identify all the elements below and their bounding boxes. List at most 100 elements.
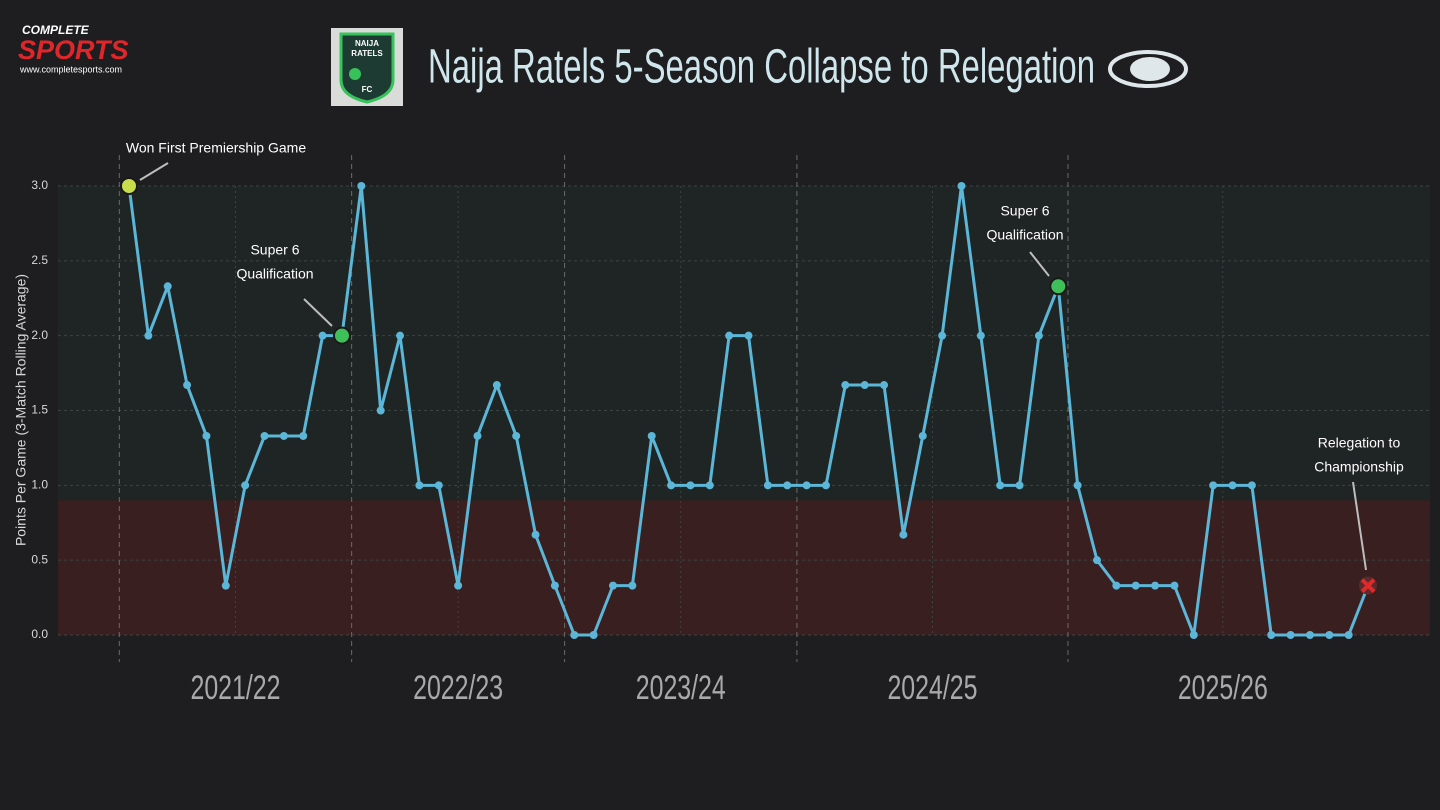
y-axis-label: Points Per Game (3-Match Rolling Average… bbox=[13, 274, 29, 546]
annotation-text: Championship bbox=[1314, 459, 1404, 475]
annotation-text: Relegation to bbox=[1318, 435, 1401, 451]
ppg-point bbox=[1286, 631, 1295, 639]
logo-ring bbox=[1108, 50, 1188, 88]
league-logo bbox=[1108, 50, 1188, 88]
brand-top: COMPLETE bbox=[22, 23, 90, 37]
annotation-text: Qualification bbox=[236, 266, 313, 282]
season-label: 2022/23 bbox=[413, 669, 503, 707]
ppg-point bbox=[415, 481, 424, 490]
logo-core bbox=[1130, 57, 1170, 81]
annotation-connector bbox=[1352, 481, 1367, 571]
ppg-point bbox=[202, 431, 211, 440]
ppg-point bbox=[1170, 581, 1179, 590]
y-tick-label: 2.0 bbox=[31, 328, 48, 342]
annotation-connector bbox=[303, 298, 333, 327]
ppg-point bbox=[570, 631, 579, 639]
y-tick-label: 0.5 bbox=[31, 552, 48, 566]
y-tick-label: 1.5 bbox=[31, 403, 48, 417]
brand-logo: COMPLETE SPORTS www.completesports.com bbox=[18, 23, 129, 74]
ppg-point bbox=[1209, 481, 1218, 490]
ppg-point bbox=[802, 481, 811, 490]
ppg-point bbox=[1073, 481, 1082, 490]
season-label: 2023/24 bbox=[636, 669, 726, 707]
ppg-point bbox=[376, 406, 385, 415]
ppg-point bbox=[1034, 331, 1043, 340]
ppg-point bbox=[492, 381, 501, 390]
ppg-point bbox=[1247, 481, 1256, 490]
ppg-point bbox=[899, 530, 908, 539]
ppg-point bbox=[1015, 481, 1024, 490]
ppg-point bbox=[550, 581, 559, 590]
badge-ball bbox=[349, 68, 361, 80]
ppg-point bbox=[1344, 631, 1353, 639]
brand-url: www.completesports.com bbox=[19, 64, 122, 74]
ppg-point bbox=[1228, 481, 1237, 490]
ppg-point bbox=[299, 431, 308, 440]
ppg-point bbox=[1112, 581, 1121, 590]
ppg-point bbox=[667, 481, 676, 490]
ppg-point bbox=[686, 481, 695, 490]
annotation-connector bbox=[139, 162, 169, 181]
club-badge: NAIJA RATELS FC bbox=[331, 28, 403, 106]
annotation-marker bbox=[120, 177, 138, 195]
ppg-point bbox=[589, 631, 598, 639]
annotation-connector bbox=[1029, 251, 1050, 277]
brand-main: SPORTS bbox=[18, 35, 129, 65]
ppg-point bbox=[434, 481, 443, 490]
ppg-point bbox=[1189, 631, 1198, 639]
ppg-point bbox=[647, 431, 656, 440]
ppg-point bbox=[918, 431, 927, 440]
badge-shield bbox=[339, 32, 395, 104]
ppg-point bbox=[957, 182, 966, 190]
ppg-point bbox=[1131, 581, 1140, 590]
season-label: 2021/22 bbox=[190, 669, 280, 707]
ppg-point bbox=[841, 381, 850, 390]
chart-title: Naija Ratels 5-Season Collapse to Relega… bbox=[428, 41, 1095, 94]
ppg-point bbox=[144, 331, 153, 340]
ppg-point bbox=[1325, 631, 1334, 639]
ppg-point bbox=[221, 581, 230, 590]
ppg-point bbox=[705, 481, 714, 490]
ppg-point bbox=[396, 331, 405, 340]
ppg-point bbox=[512, 431, 521, 440]
ppg-point bbox=[1151, 581, 1160, 590]
ppg-point bbox=[357, 182, 366, 190]
ppg-point bbox=[821, 481, 830, 490]
y-tick-label: 3.0 bbox=[31, 178, 48, 192]
ppg-point bbox=[996, 481, 1005, 490]
ppg-point bbox=[454, 581, 463, 590]
ppg-point bbox=[473, 431, 482, 440]
badge-text: RATELS bbox=[351, 49, 383, 58]
ppg-point bbox=[860, 381, 869, 390]
annotation-text: Qualification bbox=[986, 227, 1063, 243]
annotation-text: Super 6 bbox=[250, 242, 299, 258]
ppg-point bbox=[725, 331, 734, 340]
ppg-point bbox=[976, 331, 985, 340]
y-tick-label: 0.0 bbox=[31, 627, 48, 641]
ppg-point bbox=[744, 331, 753, 340]
ppg-point bbox=[260, 431, 269, 440]
annotation-text: Super 6 bbox=[1000, 203, 1049, 219]
ppg-point bbox=[1267, 631, 1276, 639]
annotation-text: Won First Premiership Game bbox=[126, 140, 306, 156]
annotation-marker bbox=[1049, 277, 1068, 296]
ppg-point bbox=[1093, 556, 1101, 565]
season-label: 2024/25 bbox=[887, 669, 977, 707]
ppg-point bbox=[628, 581, 637, 590]
y-tick-label: 1.0 bbox=[31, 478, 48, 492]
ppg-point bbox=[183, 381, 192, 390]
ppg-point bbox=[279, 431, 288, 440]
ppg-point bbox=[1305, 631, 1314, 639]
annotation-marker bbox=[1360, 578, 1376, 594]
ppg-point bbox=[531, 530, 540, 539]
ppg-point bbox=[938, 331, 947, 340]
ppg-point bbox=[241, 481, 250, 490]
badge-text: FC bbox=[362, 85, 373, 94]
ppg-point bbox=[163, 282, 172, 291]
season-label: 2025/26 bbox=[1178, 669, 1268, 707]
ppg-point bbox=[783, 481, 792, 490]
ppg-point bbox=[763, 481, 772, 490]
annotation-marker bbox=[332, 326, 351, 345]
ppg-point bbox=[880, 381, 889, 390]
